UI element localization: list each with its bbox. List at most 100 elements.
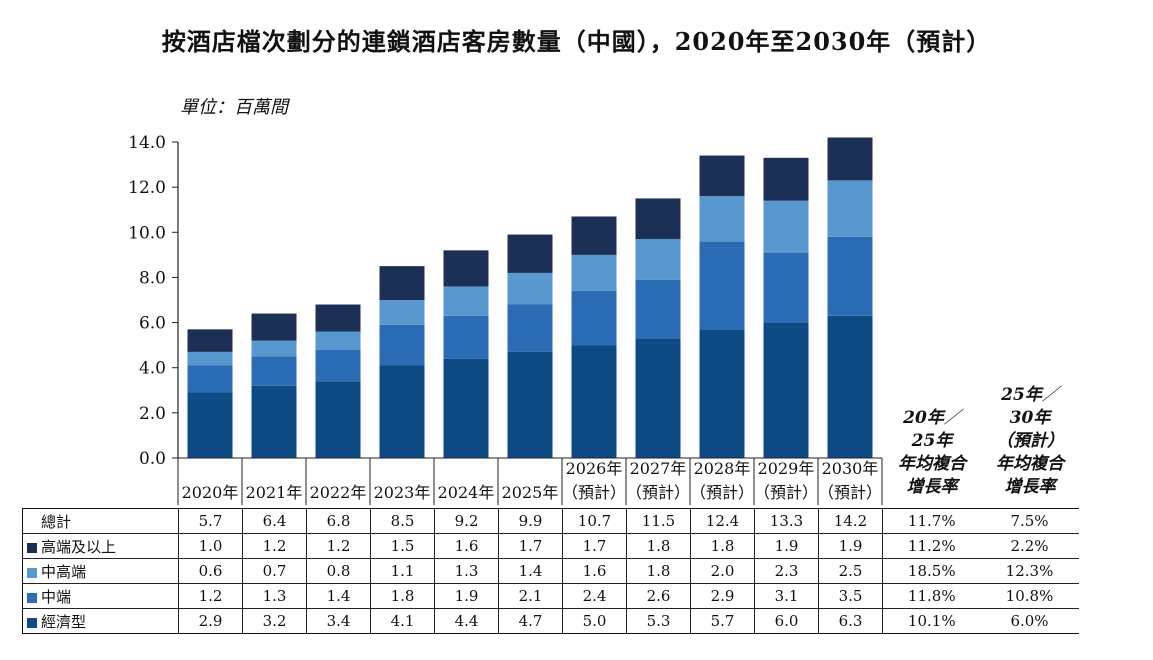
- bar-segment-economy: [699, 329, 745, 458]
- table-cell: 2.6: [626, 583, 691, 609]
- bar-segment-economy: [827, 315, 873, 458]
- bar-segment-upper_midscale: [251, 340, 297, 357]
- data-table: 總計 5.7 6.4 6.8 8.5 9.2 9.9 10.7 11.5 12.4 13.3 14.2…: [22, 508, 1079, 634]
- table-row-midscale: 中端 1.2 1.3 1.4 1.8 1.9 2.1 2.4 2.6 2.9 3.1 3.5 11.8%…: [22, 583, 1079, 609]
- cagr-header-line: 增長率: [906, 477, 958, 497]
- table-cell: 1.8: [626, 558, 691, 584]
- row-label-text: 高端及以上: [41, 537, 117, 556]
- table-cell: 1.2: [242, 533, 307, 559]
- y-tick-label: 6.0: [139, 314, 166, 334]
- cagr-header-2025-2030: 25年／ 30年 （預計） 年均複合 增長率: [984, 384, 1076, 499]
- bar-segment-upper_midscale: [571, 254, 617, 291]
- bar-segment-midscale: [507, 304, 553, 352]
- y-tick-label: 8.0: [139, 268, 166, 288]
- bar-segment-midscale: [571, 290, 617, 346]
- table-cell: 1.7: [562, 533, 627, 559]
- table-cell: 3.1: [754, 583, 819, 609]
- table-cell: 11.5: [626, 508, 691, 534]
- table-cell: 1.3: [242, 583, 307, 609]
- table-cell: 3.4: [306, 608, 371, 634]
- table-cell: 1.8: [626, 533, 691, 559]
- bar-segment-midscale: [443, 315, 489, 359]
- x-category-forecast-label: （預計）: [626, 483, 690, 502]
- table-row-total: 總計 5.7 6.4 6.8 8.5 9.2 9.9 10.7 11.5 12.4 13.3 14.2…: [22, 508, 1079, 534]
- y-tick-label: 4.0: [139, 359, 166, 379]
- table-cell: 5.7: [178, 508, 243, 534]
- bar-segment-upscale: [315, 304, 361, 332]
- table-cell: 1.6: [434, 533, 499, 559]
- table-cell: 5.0: [562, 608, 627, 634]
- chart-title: 按酒店檔次劃分的連鎖酒店客房數量（中國），2020年至2030年（預計）: [161, 27, 992, 56]
- table-cell: 1.0: [178, 533, 243, 559]
- table-cell: 1.4: [306, 583, 371, 609]
- table-cell: 1.9: [754, 533, 819, 559]
- cagr-cell-2020-2025: 11.2%: [882, 533, 981, 559]
- table-cell: 0.7: [242, 558, 307, 584]
- bar-segment-upscale: [571, 216, 617, 255]
- bar-segment-economy: [251, 385, 297, 458]
- bar-segment-midscale: [699, 241, 745, 330]
- table-row-upscale: 高端及以上 1.0 1.2 1.2 1.5 1.6 1.7 1.7 1.8 1.8 1.9 1.9 11…: [22, 533, 1079, 559]
- bar-segment-upper_midscale: [507, 272, 553, 305]
- cagr-header-line: 30年: [1009, 408, 1051, 428]
- table-cell: 3.5: [818, 583, 883, 609]
- table-cell: 5.7: [690, 608, 755, 634]
- bar-segment-midscale: [379, 324, 425, 366]
- row-label: 中端: [22, 583, 179, 609]
- cagr-header-line: 年均複合: [996, 454, 1064, 474]
- cagr-cell-2025-2030: 6.0%: [980, 608, 1079, 634]
- bar-segment-upscale: [379, 266, 425, 300]
- bar-segment-upper_midscale: [443, 286, 489, 316]
- cagr-header-line: 增長率: [1004, 477, 1056, 497]
- table-cell: 1.1: [370, 558, 435, 584]
- x-category-label: 2025年: [502, 483, 559, 502]
- table-cell: 2.1: [498, 583, 563, 609]
- table-cell: 12.4: [690, 508, 755, 534]
- table-row-upper_midscale: 中高端 0.6 0.7 0.8 1.1 1.3 1.4 1.6 1.8 2.0 2.3 2.5 18.5…: [22, 558, 1079, 584]
- table-cell: 2.9: [690, 583, 755, 609]
- cagr-cell-2020-2025: 11.7%: [882, 508, 981, 534]
- cagr-cell-2020-2025: 18.5%: [882, 558, 981, 584]
- table-cell: 1.8: [690, 533, 755, 559]
- y-tick-label: 2.0: [139, 404, 166, 424]
- table-cell: 14.2: [818, 508, 883, 534]
- x-category-label: 2022年: [310, 483, 367, 502]
- table-cell: 1.8: [370, 583, 435, 609]
- cagr-header-line: 25年／: [1001, 385, 1059, 405]
- row-label-text: 中端: [41, 587, 72, 606]
- x-category-label: 2023年: [374, 483, 431, 502]
- table-cell: 1.7: [498, 533, 563, 559]
- cagr-header-line: 25年: [911, 431, 953, 451]
- bar-segment-economy: [763, 322, 809, 458]
- x-category-label: 2029年: [758, 459, 815, 478]
- table-cell: 0.6: [178, 558, 243, 584]
- table-cell: 0.8: [306, 558, 371, 584]
- y-tick-label: 10.0: [128, 223, 166, 243]
- table-row-economy: 經濟型 2.9 3.2 3.4 4.1 4.4 4.7 5.0 5.3 5.7 6.0 6.3 10.1…: [22, 608, 1079, 634]
- bar-segment-upscale: [763, 157, 809, 201]
- table-cell: 9.9: [498, 508, 563, 534]
- cagr-cell-2020-2025: 11.8%: [882, 583, 981, 609]
- x-category-forecast-label: （預計）: [754, 483, 818, 502]
- cagr-header-2020-2025: 20年／ 25年 年均複合 增長率: [886, 407, 978, 499]
- table-cell: 8.5: [370, 508, 435, 534]
- table-cell: 2.0: [690, 558, 755, 584]
- row-label: 高端及以上: [22, 533, 179, 559]
- x-category-forecast-label: （預計）: [818, 483, 882, 502]
- bar-segment-upper_midscale: [763, 200, 809, 253]
- row-label-text: 經濟型: [41, 612, 87, 631]
- bar-segment-upper_midscale: [187, 351, 233, 366]
- table-cell: 2.4: [562, 583, 627, 609]
- table-cell: 4.1: [370, 608, 435, 634]
- cagr-cell-2025-2030: 12.3%: [980, 558, 1079, 584]
- legend-swatch: [27, 617, 37, 628]
- table-cell: 4.7: [498, 608, 563, 634]
- table-cell: 1.9: [434, 583, 499, 609]
- bar-segment-midscale: [187, 365, 233, 393]
- table-cell: 5.3: [626, 608, 691, 634]
- bar-segment-upscale: [507, 234, 553, 273]
- table-cell: 1.2: [178, 583, 243, 609]
- x-category-label: 2024年: [438, 483, 495, 502]
- cagr-header-line: 20年／: [903, 408, 961, 428]
- row-label-text: 中高端: [41, 562, 87, 581]
